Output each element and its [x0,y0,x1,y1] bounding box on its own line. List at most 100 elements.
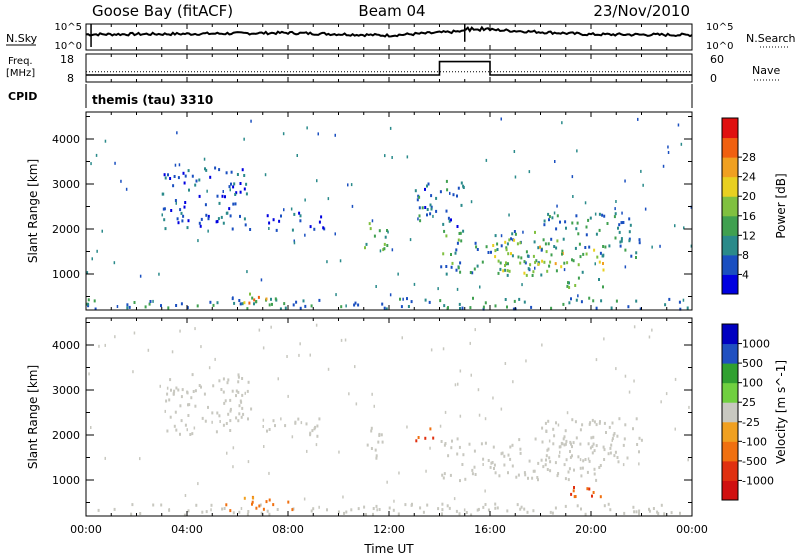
heatmap-cell [624,374,627,378]
heatmap-cell [354,365,356,369]
heatmap-cell [152,503,155,507]
heatmap-cell [484,417,487,421]
heatmap-cell [608,244,611,248]
heatmap-cell [570,442,572,446]
heatmap-cell [648,507,650,511]
heatmap-cell [164,227,167,231]
heatmap-cell [445,272,448,276]
heatmap-cell [648,509,651,513]
heatmap-cell [614,207,616,211]
heatmap-cell [298,211,301,215]
heatmap-cell [318,417,321,421]
heatmap-cell [418,206,421,210]
heatmap-cell [609,451,612,455]
heatmap-cell [493,463,496,467]
heatmap-cell [591,494,593,498]
heatmap-cell [424,206,427,209]
heatmap-cell [389,126,392,130]
heatmap-cell [554,506,557,510]
heatmap-cell [440,440,443,443]
heatmap-cell [445,209,448,213]
heatmap-cell [443,443,446,447]
heatmap-cell [577,294,579,298]
heatmap-cell [475,245,478,249]
heatmap-cell [406,425,408,429]
heatmap-cell [561,249,564,253]
heatmap-cell [451,261,454,265]
heatmap-cell [519,451,522,455]
heatmap-cell [556,214,559,218]
heatmap-cell [182,171,185,175]
heatmap-cell [235,416,238,420]
heatmap-cell [518,438,521,442]
heatmap-cell [511,254,514,258]
heatmap-cell [426,503,429,507]
heatmap-cell [215,430,218,434]
heatmap-cell [537,461,540,465]
heatmap-cell [326,260,328,264]
heatmap-cell [378,434,381,437]
heatmap-cell [482,457,485,461]
heatmap-cell [246,307,249,311]
heatmap-cell [678,300,681,304]
heatmap-cell [559,445,562,449]
heatmap-cell [531,274,534,277]
heatmap-cell [253,298,256,302]
heatmap-cell [541,426,544,430]
heatmap-cell [380,433,383,437]
heatmap-cell [241,377,244,380]
heatmap-cell [541,343,543,347]
heatmap-cell [642,183,644,187]
heatmap-cell [458,445,461,449]
heatmap-cell [524,473,527,477]
heatmap-cell [585,225,588,229]
heatmap-cell [232,296,234,300]
heatmap-cell [417,217,419,221]
heatmap-cell [656,510,659,514]
heatmap-cell [187,403,189,407]
heatmap-cell [283,302,286,306]
heatmap-cell [205,168,208,172]
heatmap-cell [391,248,394,252]
heatmap-cell [503,463,506,467]
heatmap-cell [375,456,378,460]
heatmap-cell [207,217,210,221]
heatmap-cell [624,179,626,183]
heatmap-cell [524,261,527,265]
heatmap-cell [221,507,224,511]
heatmap-cell [305,422,308,426]
heatmap-cell [291,228,294,232]
heatmap-cell [276,508,279,511]
heatmap-cell [270,325,272,329]
heatmap-cell [494,502,497,506]
heatmap-cell [532,469,535,473]
heatmap-cell [376,508,378,512]
heatmap-cell [290,207,293,211]
heatmap-cell [167,306,170,310]
y-tick-label: 2000 [52,223,80,236]
heatmap-cell [196,304,199,308]
heatmap-cell [602,445,605,449]
heatmap-cell [540,248,543,252]
heatmap-cell [482,305,485,309]
heatmap-cell [299,342,301,346]
heatmap-cell [299,214,302,218]
heatmap-cell [609,446,612,450]
heatmap-cell [175,304,178,307]
heatmap-cell [592,435,595,439]
heatmap-cell [459,414,462,418]
heatmap-cell [386,229,388,232]
heatmap-cell [139,457,141,461]
colorbar-tick-label: -500 [742,455,767,468]
heatmap-cell [225,503,228,507]
heatmap-cell [511,443,514,447]
heatmap-cell [316,424,319,428]
heatmap-cell [383,242,386,246]
heatmap-cell [530,305,533,309]
heatmap-cell [516,503,519,507]
heatmap-cell [131,503,134,507]
heatmap-cell [243,187,246,191]
heatmap-cell [632,427,634,431]
heatmap-cell [251,502,253,506]
noise-panel: N.Sky 10^5 10^0 10^5 10^0 N.Search [6,22,796,52]
